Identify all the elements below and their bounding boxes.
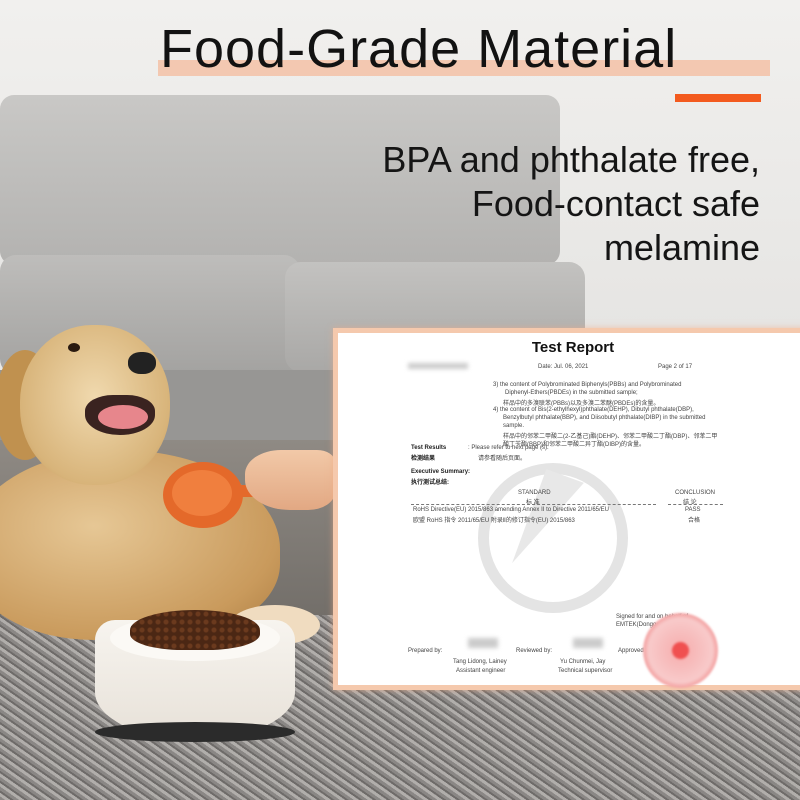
table-divider xyxy=(668,504,723,505)
report-text: 样品中的邻苯二甲酸二(2-乙基己)酯(DEHP)、邻苯二甲酸二丁酯(DBP)、邻… xyxy=(503,434,718,440)
prepared-by-name: Tang Lidong, Lainey xyxy=(453,659,507,665)
conclusion-pass: 合格 xyxy=(688,518,701,524)
reviewed-by-role: Technical supervisor xyxy=(558,668,613,674)
summary-label: 执行测试总结: xyxy=(411,480,449,486)
conclusion-pass: PASS xyxy=(685,507,701,513)
subtitle: BPA and phthalate free, Food-contact saf… xyxy=(382,138,760,270)
subtitle-line: BPA and phthalate free, xyxy=(382,139,760,180)
signed-text: Signed for and on behalf of xyxy=(616,614,689,620)
dog-eye xyxy=(68,343,80,352)
dog-nose xyxy=(128,352,156,374)
column-header-conclusion: 结 论 xyxy=(683,500,697,506)
report-title: Test Report xyxy=(531,339,615,356)
report-text: Diphenyl-Ethers(PBDEs) in the submitted … xyxy=(505,390,638,396)
headline: Food-Grade Material xyxy=(160,19,678,79)
prepared-by-label: Prepared by: xyxy=(408,648,443,654)
company-text: EMTEK(Dongguan) xyxy=(616,622,669,628)
signature xyxy=(468,638,498,648)
report-text: Benzylbutyl phthalate(BBP), and Diisobut… xyxy=(503,415,706,421)
accent-bar xyxy=(675,94,761,102)
title-highlight xyxy=(158,60,770,76)
hand xyxy=(245,450,335,510)
report-number-blurred xyxy=(408,363,468,369)
report-text: 3) the content of Polybrominated Bipheny… xyxy=(493,382,682,388)
signature xyxy=(573,638,603,648)
standard-row: RoHS Directive(EU) 2015/863 amending Ann… xyxy=(413,507,609,513)
prepared-by-role: Assistant engineer xyxy=(456,668,506,674)
column-header-conclusion: CONCLUSION xyxy=(675,490,716,496)
report-text: 样品中的多溴联苯(PBBs)以及多溴二苯醚(PBDEs)的含量。 xyxy=(503,401,660,407)
watermark-logo xyxy=(478,463,628,613)
red-seal-stamp xyxy=(643,613,718,688)
test-results-value: 请参看随后页面。 xyxy=(478,456,527,462)
column-header-standard: 标 准 xyxy=(526,500,540,506)
bowl-rubber-base xyxy=(95,722,295,742)
test-report-document: Test Report Date: Jul. 06, 2021 Page 2 o… xyxy=(333,328,800,690)
scoop-food xyxy=(172,470,232,516)
dog-food-kibble xyxy=(130,610,260,650)
subtitle-line: melamine xyxy=(603,227,760,268)
report-date: Date: Jul. 06, 2021 xyxy=(538,364,589,370)
reviewed-by-label: Reviewed by: xyxy=(516,648,553,654)
sofa-backrest xyxy=(0,95,560,265)
dog-tongue xyxy=(98,405,148,429)
subtitle-line: Food-contact safe xyxy=(471,183,760,224)
report-text: 酸丁苄酯(BBP)和邻苯二甲酸二异丁酯(DIBP)的含量。 xyxy=(503,442,646,448)
column-header-standard: STANDARD xyxy=(518,490,551,496)
report-text: 4) the content of Bis(2-ethylhexyl)phtha… xyxy=(493,407,694,413)
test-results-label: Test Results xyxy=(411,445,447,451)
report-text: sample. xyxy=(503,423,525,429)
standard-row: 欧盟 RoHS 指令 2011/65/EU 附录Ⅱ的修订指令(EU) 2015/… xyxy=(413,518,575,524)
table-divider xyxy=(411,504,656,505)
approved-by-label: Approved by: xyxy=(618,648,654,654)
reviewed-by-name: Yu Chunmei, Jay xyxy=(560,659,606,665)
test-results-value: : Please refer to next page (s). xyxy=(468,445,549,451)
summary-label: Executive Summary: xyxy=(411,469,471,475)
report-page: Page 2 of 17 xyxy=(658,364,693,370)
test-results-label: 检测结果 xyxy=(411,456,436,462)
